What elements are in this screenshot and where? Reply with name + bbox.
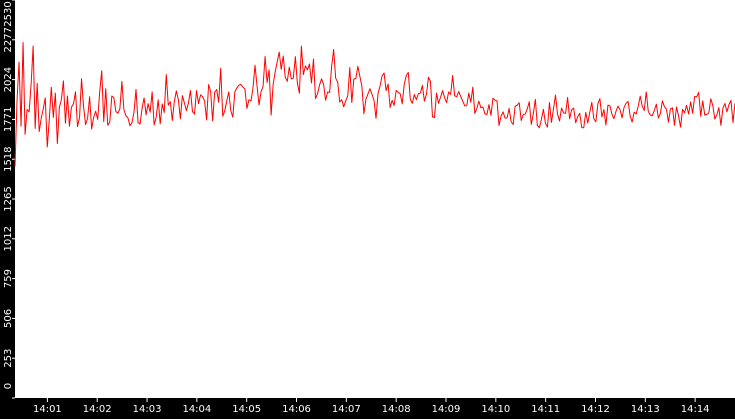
y-tick-label: 2024 <box>3 67 14 92</box>
y-tick-label: 0 <box>3 383 14 389</box>
y-tick-label: 2277 <box>3 27 14 52</box>
y-tick-label: 1518 <box>3 146 14 171</box>
y-tick-label: 2530 <box>3 1 14 26</box>
x-tick-label: 14:01 <box>33 404 62 415</box>
x-axis: 14:01 14:02 14:03 14:04 14:05 14:06 14:07 14:08… <box>33 398 710 415</box>
x-tick-label: 14:12 <box>581 404 610 415</box>
y-tick-label: 253 <box>3 349 14 368</box>
x-tick-label: 14:11 <box>531 404 560 415</box>
x-tick-label: 14:08 <box>382 404 411 415</box>
x-tick-label: 14:14 <box>681 404 710 415</box>
series-layer <box>14 41 735 167</box>
series-line <box>14 41 735 167</box>
y-tick-label: 759 <box>3 269 14 288</box>
x-tick-label: 14:06 <box>282 404 311 415</box>
x-tick-label: 14:04 <box>182 404 211 415</box>
x-tick-label: 14:07 <box>332 404 361 415</box>
y-tick-label: 1771 <box>3 107 14 132</box>
y-tick-label: 1265 <box>3 186 14 211</box>
y-tick-label: 506 <box>3 309 14 328</box>
x-tick-label: 14:03 <box>133 404 162 415</box>
y-tick-label: 1012 <box>3 226 14 251</box>
plot-area <box>15 0 735 398</box>
x-tick-label: 14:09 <box>432 404 461 415</box>
x-tick-label: 14:10 <box>481 404 510 415</box>
x-tick-label: 14:05 <box>232 404 261 415</box>
x-tick-label: 14:02 <box>83 404 112 415</box>
x-tick-label: 14:13 <box>631 404 660 415</box>
